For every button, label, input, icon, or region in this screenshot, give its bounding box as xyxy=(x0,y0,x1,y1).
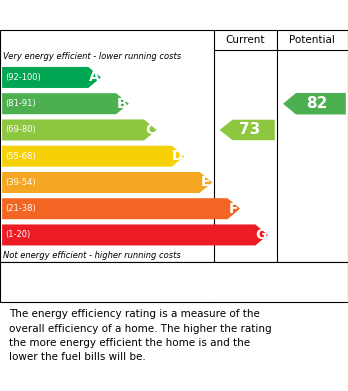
Text: 82: 82 xyxy=(306,96,327,111)
Text: 2002/91/EC: 2002/91/EC xyxy=(224,286,285,296)
Text: Potential: Potential xyxy=(290,35,335,45)
Text: England & Wales: England & Wales xyxy=(10,273,180,291)
Polygon shape xyxy=(220,120,275,140)
Polygon shape xyxy=(2,67,101,88)
Polygon shape xyxy=(2,224,268,246)
Polygon shape xyxy=(2,198,240,219)
Text: Not energy efficient - higher running costs: Not energy efficient - higher running co… xyxy=(3,251,181,260)
Text: 73: 73 xyxy=(238,122,260,138)
Text: The energy efficiency rating is a measure of the
overall efficiency of a home. T: The energy efficiency rating is a measur… xyxy=(9,309,271,362)
Polygon shape xyxy=(2,172,212,193)
Text: (1-20): (1-20) xyxy=(5,230,30,239)
Text: D: D xyxy=(172,149,184,163)
Text: A: A xyxy=(89,70,100,84)
Polygon shape xyxy=(2,146,184,167)
Text: (92-100): (92-100) xyxy=(5,73,41,82)
Polygon shape xyxy=(283,93,346,115)
Text: Current: Current xyxy=(226,35,265,45)
Text: Very energy efficient - lower running costs: Very energy efficient - lower running co… xyxy=(3,52,182,61)
Text: C: C xyxy=(145,123,155,137)
Text: (69-80): (69-80) xyxy=(5,126,35,135)
Text: EU Directive: EU Directive xyxy=(224,273,288,283)
Text: F: F xyxy=(229,202,238,216)
Text: Energy Efficiency Rating: Energy Efficiency Rating xyxy=(10,9,232,24)
Text: (39-54): (39-54) xyxy=(5,178,35,187)
Bar xyxy=(299,265,342,299)
Text: (21-38): (21-38) xyxy=(5,204,35,213)
Text: (81-91): (81-91) xyxy=(5,99,35,108)
Text: (55-68): (55-68) xyxy=(5,152,35,161)
Polygon shape xyxy=(2,93,129,114)
Polygon shape xyxy=(2,120,157,140)
Text: G: G xyxy=(256,228,267,242)
Text: B: B xyxy=(117,97,127,111)
Text: E: E xyxy=(201,176,211,190)
